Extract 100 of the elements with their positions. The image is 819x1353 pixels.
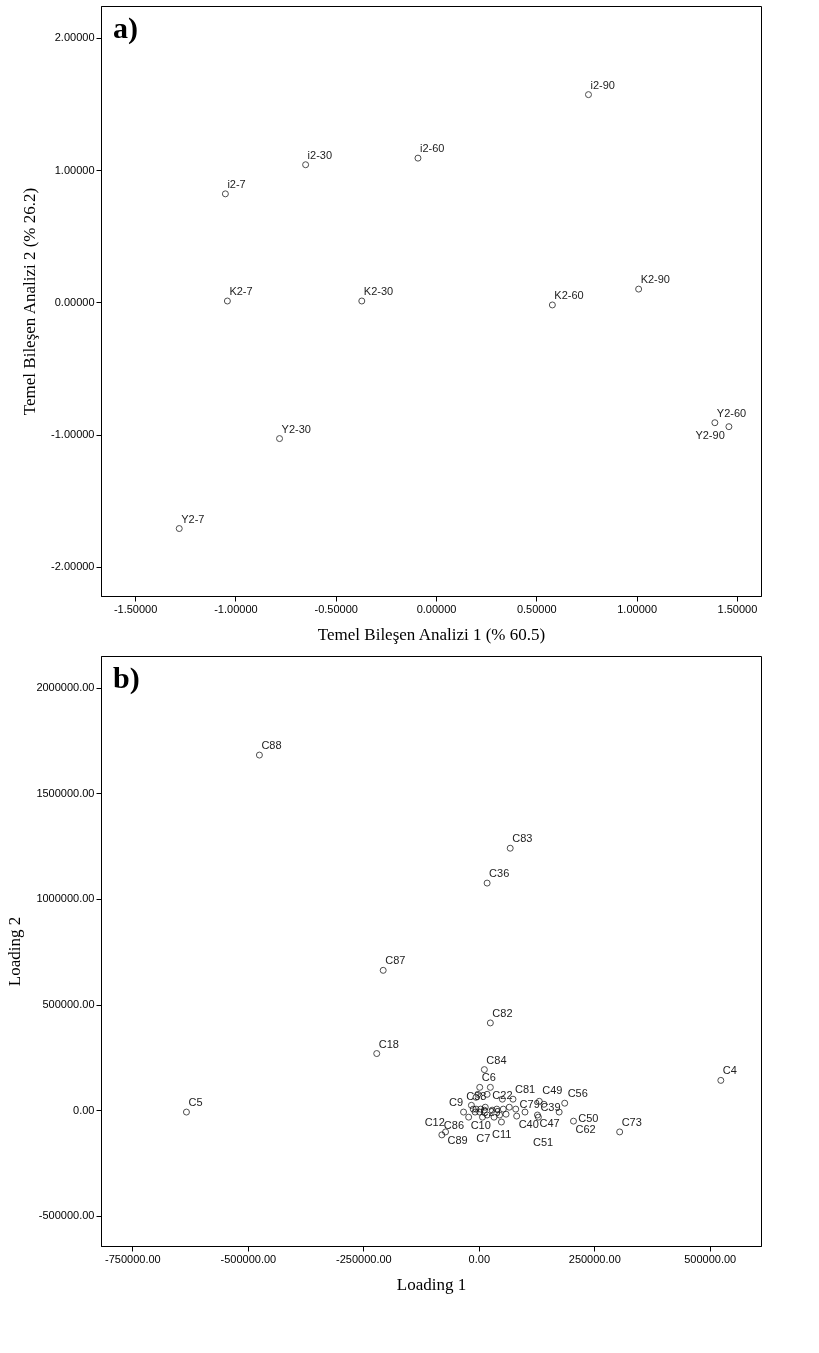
annotation: K2-60 <box>554 288 584 301</box>
point <box>506 844 514 852</box>
point <box>223 297 231 305</box>
y-tick-label: 1500000.00 <box>36 786 95 799</box>
point <box>548 301 556 309</box>
annotation: C88 <box>261 739 282 752</box>
y-tick-label: 2000000.00 <box>36 681 95 694</box>
point <box>460 1108 468 1116</box>
point <box>635 285 643 293</box>
annotation: C22 <box>492 1089 513 1102</box>
point <box>505 1103 513 1111</box>
x-tick-label: -750000.00 <box>105 1252 161 1265</box>
point <box>358 297 366 305</box>
annotation: b) <box>113 661 140 695</box>
point <box>255 751 263 759</box>
annotation: Y2-60 <box>716 406 747 419</box>
y-tick-label: 0.00000 <box>54 295 95 308</box>
y-tick-label: 1000000.00 <box>36 892 95 905</box>
point <box>513 1112 521 1120</box>
point <box>175 525 183 533</box>
point <box>472 1105 480 1113</box>
point <box>302 161 310 169</box>
y-tick-label: 1.00000 <box>54 163 95 176</box>
annotation: C81 <box>514 1083 536 1096</box>
point <box>486 1019 494 1027</box>
annotation: C86 <box>443 1118 465 1131</box>
y-axis-title: Loading 2 <box>5 916 25 987</box>
annotation: i2-7 <box>227 177 246 190</box>
annotation: i2-30 <box>307 148 333 161</box>
annotation: Y2-30 <box>281 422 311 435</box>
annotation: C84 <box>486 1053 507 1066</box>
x-tick-label: 1.50000 <box>717 602 758 615</box>
y-tick-label: -500000.00 <box>38 1209 95 1222</box>
point <box>584 91 592 99</box>
annotation: C12 <box>424 1115 445 1128</box>
annotation: Y2-7 <box>181 512 205 525</box>
x-tick-label: -0.50000 <box>314 602 358 615</box>
annotation: Y2-90 <box>695 428 725 441</box>
point <box>521 1108 529 1116</box>
y-tick-label: 0.00 <box>73 1103 95 1116</box>
point <box>276 435 284 443</box>
x-tick-label: -250000.00 <box>336 1252 392 1265</box>
x-tick-label: 0.00 <box>468 1252 491 1265</box>
annotation: K2-7 <box>229 285 253 297</box>
annotation: C62 <box>575 1123 596 1136</box>
annotation: C7 <box>476 1132 491 1145</box>
annotation: C39 <box>540 1101 561 1114</box>
point <box>486 1083 494 1091</box>
annotation: C36 <box>489 867 510 880</box>
x-tick-label: 250000.00 <box>568 1252 621 1265</box>
x-tick-label: 500000.00 <box>684 1252 737 1265</box>
y-tick-label: -2.00000 <box>51 560 95 573</box>
point <box>467 1101 475 1109</box>
point <box>569 1117 577 1125</box>
y-tick-label: 2.00000 <box>54 31 95 44</box>
point <box>725 423 733 431</box>
annotation: C89 <box>447 1133 468 1146</box>
annotation: K2-30 <box>363 285 394 297</box>
annotation: a) <box>113 11 138 45</box>
point <box>476 1083 484 1091</box>
x-axis-title: Temel Bileşen Analizi 1 (% 60.5) <box>317 624 546 644</box>
x-tick-label: 0.50000 <box>516 602 557 615</box>
annotation: C4 <box>722 1064 737 1077</box>
point <box>469 1105 477 1113</box>
annotation: C83 <box>512 832 533 845</box>
annotation: C73 <box>621 1115 642 1128</box>
y-tick-label: 500000.00 <box>42 998 95 1011</box>
point <box>711 419 719 427</box>
point <box>373 1050 381 1058</box>
point <box>717 1076 725 1084</box>
x-tick-label: -1.00000 <box>214 602 258 615</box>
point <box>221 190 229 198</box>
x-tick-label: 0.00000 <box>416 602 457 615</box>
annotation: C47 <box>539 1117 560 1130</box>
annotation: C56 <box>567 1087 588 1100</box>
point <box>414 154 422 162</box>
point <box>438 1131 446 1139</box>
point <box>182 1108 190 1116</box>
point <box>379 966 387 974</box>
annotation: C10 <box>470 1119 491 1132</box>
annotation: C6 <box>481 1071 496 1084</box>
x-tick-label: 1.00000 <box>617 602 658 615</box>
point <box>480 1066 488 1074</box>
annotation: i2-60 <box>419 142 445 155</box>
x-axis-title: Loading 1 <box>396 1274 467 1294</box>
point <box>465 1113 473 1121</box>
annotation: i2-90 <box>590 78 615 91</box>
point <box>512 1105 520 1113</box>
y-axis-title: Temel Bileşen Analizi 2 (% 26.2) <box>20 187 40 416</box>
annotation: C50 <box>578 1111 599 1124</box>
annotation: C51 <box>532 1136 554 1149</box>
point <box>471 1108 479 1116</box>
x-tick-label: -500000.00 <box>220 1252 277 1265</box>
point <box>497 1118 505 1126</box>
point <box>561 1099 569 1107</box>
annotation: K2-90 <box>640 273 670 286</box>
point <box>502 1110 510 1118</box>
point <box>483 879 491 887</box>
point <box>442 1128 450 1136</box>
point <box>499 1105 507 1113</box>
